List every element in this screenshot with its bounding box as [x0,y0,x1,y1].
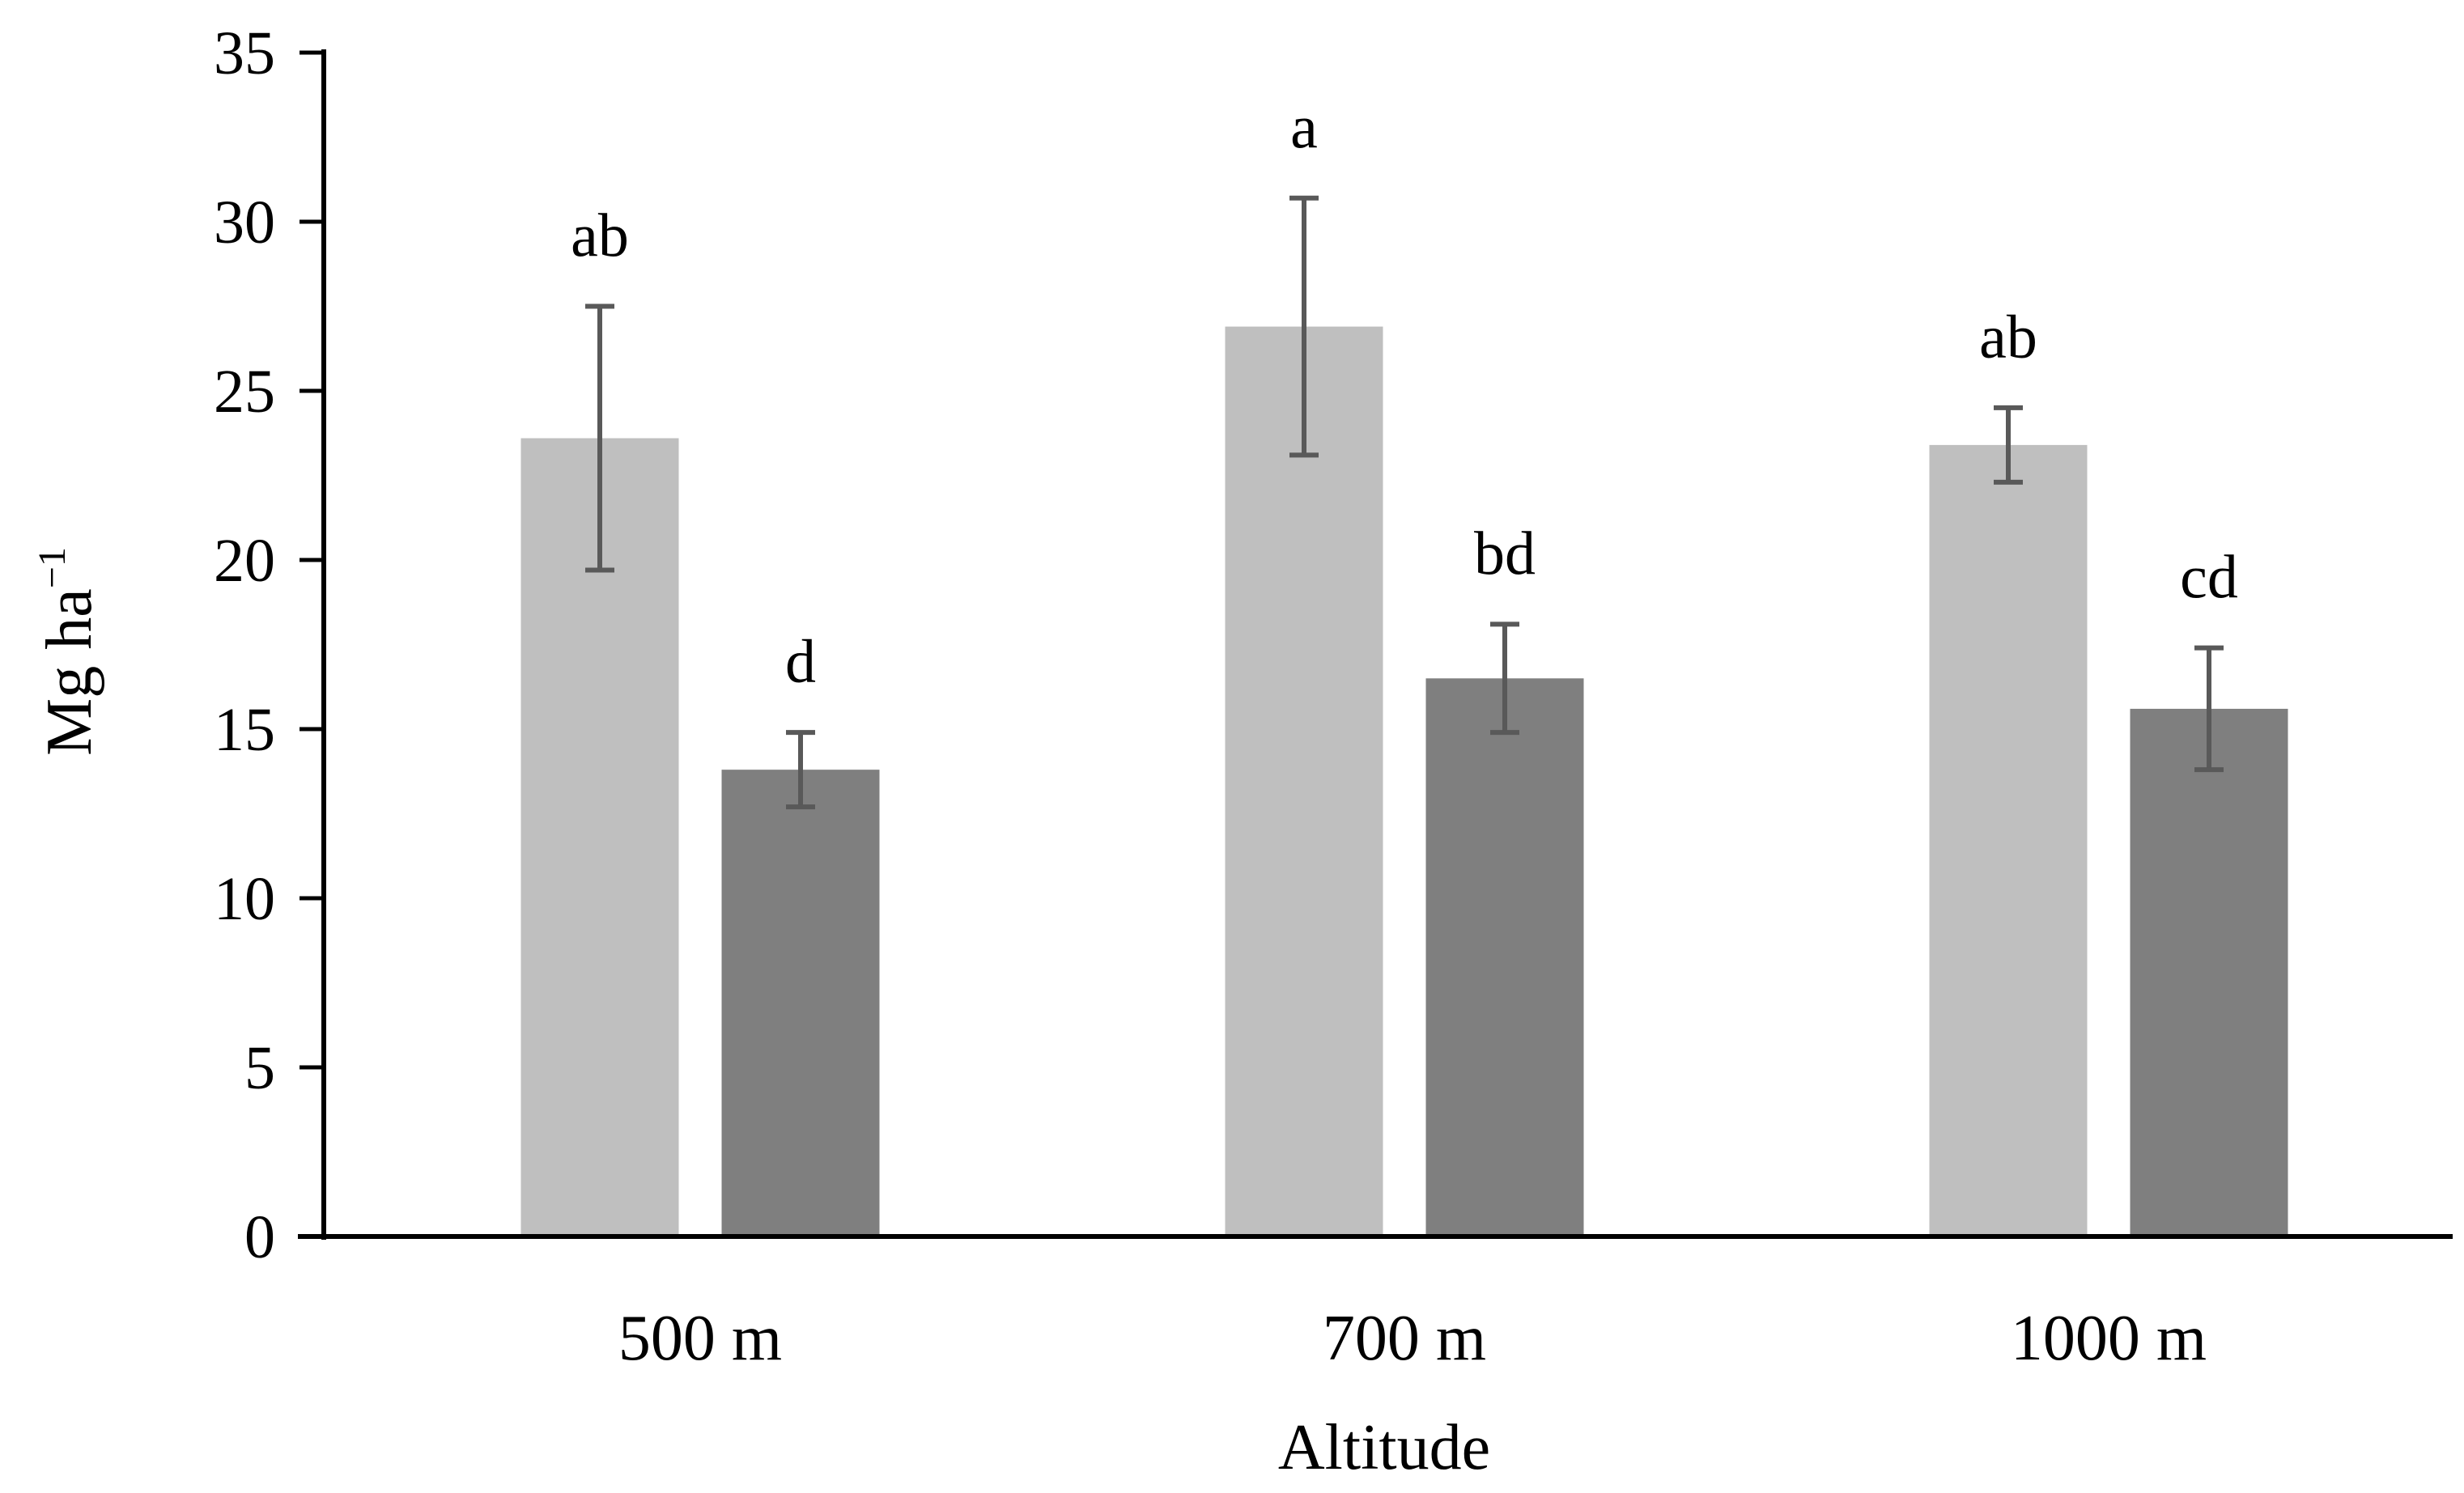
y-tick-label: 10 [214,865,275,933]
x-categories-layer: 500 m 700 m 1000 m [618,1303,2207,1374]
y-ticks-layer: 0 5 10 15 20 25 30 35 [214,19,324,1271]
y-tick-label: 15 [214,696,275,764]
significance-label: ab [1979,303,2037,371]
bar [1929,444,2088,1236]
bar [2130,708,2288,1236]
y-axis-title-superscript: −1 [31,547,74,588]
y-tick-label: 30 [214,189,275,257]
bars-layer [520,326,2288,1237]
y-tick-label: 20 [214,527,275,595]
y-axis-title-base: Mg ha [34,588,105,756]
y-tick-label: 35 [214,19,275,87]
bar [1425,678,1584,1236]
significance-label: a [1290,94,1318,162]
error-bars-layer [585,195,2224,810]
y-tick-label: 0 [244,1203,275,1271]
axes-layer [298,49,2453,1240]
x-axis-title: Altitude [1278,1412,1490,1483]
bar [721,770,880,1236]
x-category-label: 700 m [1323,1303,1486,1374]
significance-label: bd [1474,520,1536,587]
y-axis-title: Mg ha−1 [31,547,105,756]
significance-label: d [785,628,816,696]
significance-label: cd [2180,544,2238,612]
significance-label: ab [571,202,629,270]
y-tick-label: 25 [214,358,275,426]
x-category-label: 500 m [618,1303,782,1374]
y-tick-label: 5 [244,1034,275,1102]
bar [1225,326,1383,1237]
x-category-label: 1000 m [2011,1303,2207,1374]
